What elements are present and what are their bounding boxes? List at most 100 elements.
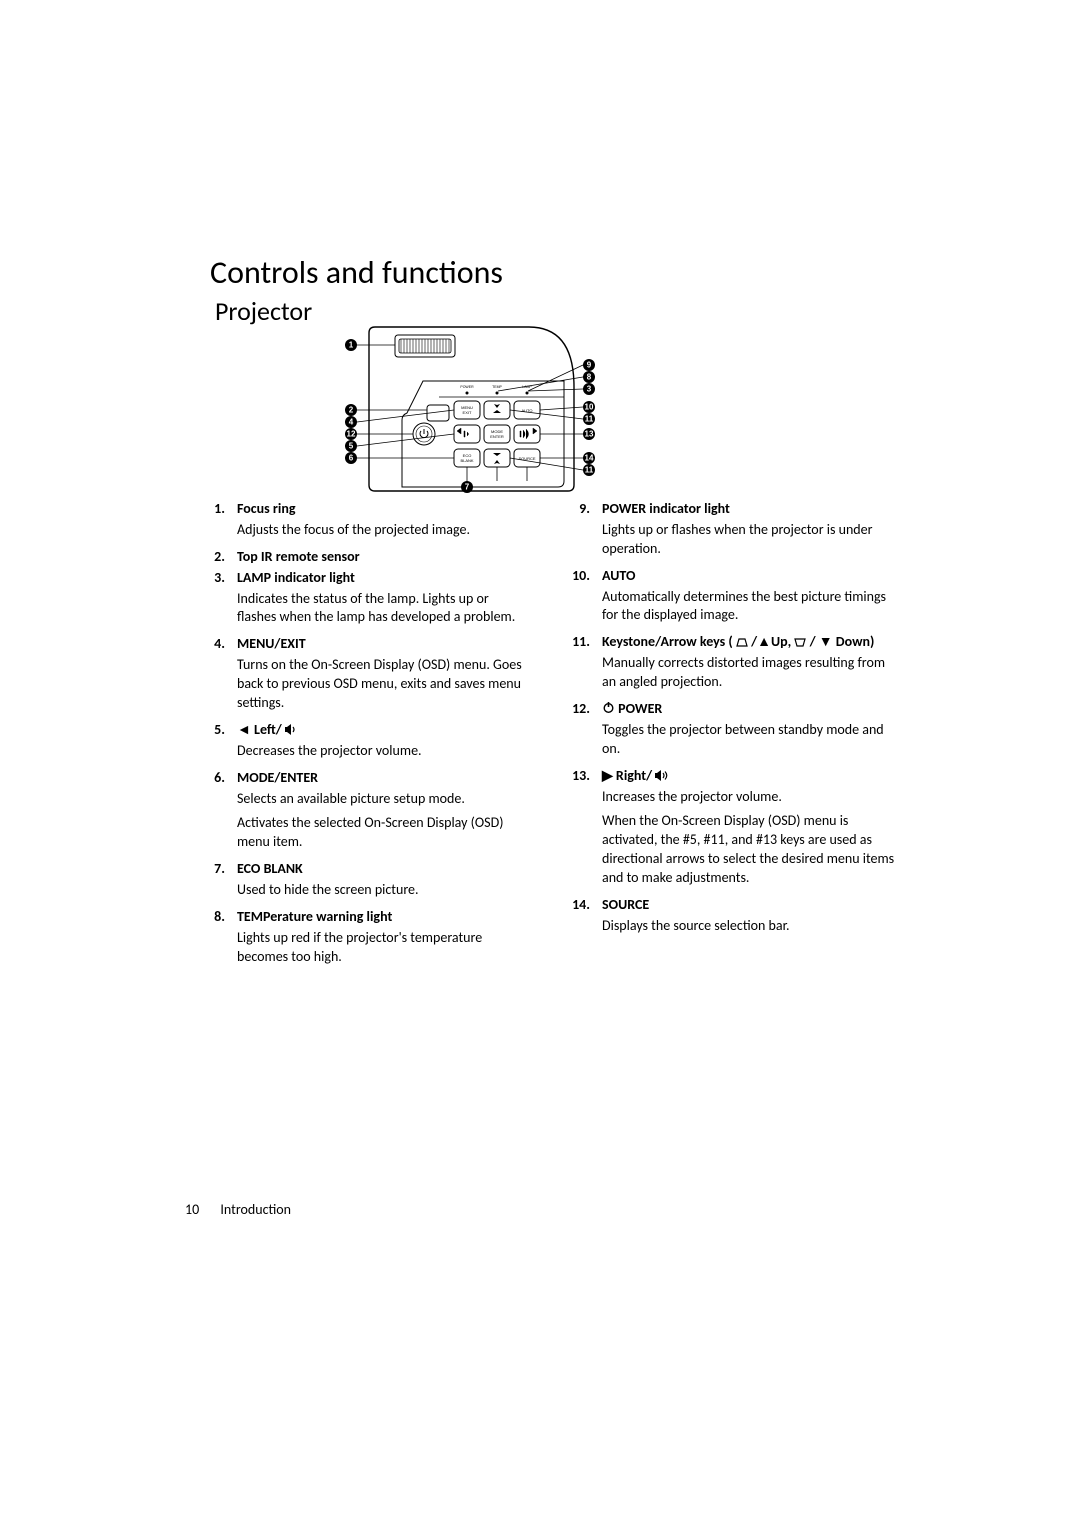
- item-heading: TEMPerature warning light: [237, 908, 530, 927]
- item-content: LAMP indicator light Indicates the status…: [237, 569, 530, 634]
- item-desc: Increases the projector volume.: [602, 788, 895, 807]
- item-number: 2.: [195, 548, 237, 567]
- item-heading: LAMP indicator light: [237, 569, 530, 588]
- item-content: MODE/ENTER Selects an available picture s…: [237, 769, 530, 859]
- item-desc: Selects an available picture setup mode.: [237, 790, 530, 809]
- svg-text:8: 8: [587, 373, 592, 382]
- callout-1: 1: [345, 339, 357, 351]
- svg-text:2: 2: [349, 406, 354, 415]
- callout-12: 12: [345, 428, 357, 440]
- item-content: SOURCEDisplays the source selection bar.: [602, 896, 895, 942]
- list-item: 4.MENU/EXITTurns on the On-Screen Displa…: [195, 635, 530, 719]
- item-heading: ▶ Right/: [602, 767, 895, 786]
- indicator-temp-label: TEMP: [492, 385, 502, 389]
- section-title: Controls and functions: [210, 253, 503, 292]
- item-number: 10.: [560, 567, 602, 632]
- svg-text:3: 3: [587, 385, 592, 394]
- callout-7: 7: [461, 481, 473, 493]
- svg-text:10: 10: [585, 403, 594, 412]
- item-content: Keystone/Arrow keys ( /▲Up, / ▼ Down) Man…: [602, 633, 895, 698]
- item-number: 8.: [195, 908, 237, 973]
- list-item: 3.LAMP indicator light Indicates the stat…: [195, 569, 530, 634]
- item-number: 3.: [195, 569, 237, 634]
- item-desc: Lights up red if the projector's tempera…: [237, 929, 530, 967]
- callout-3: 3: [583, 383, 595, 395]
- section-subtitle: Projector: [215, 295, 312, 327]
- callout-8: 8: [583, 371, 595, 383]
- item-desc: Decreases the projector volume.: [237, 742, 530, 761]
- right-column: 9.POWER indicator light Lights up or flas…: [560, 500, 895, 975]
- list-item: 2.Top IR remote sensor: [195, 548, 530, 567]
- item-content: Top IR remote sensor: [237, 548, 530, 567]
- item-number: 4.: [195, 635, 237, 719]
- svg-text:7: 7: [465, 483, 470, 492]
- item-heading: Keystone/Arrow keys ( /▲Up, / ▼ Down): [602, 633, 895, 652]
- item-content: ▶ Right/ Increases the projector volume.…: [602, 767, 895, 894]
- item-content: ◄ Left/ Decreases the projector volume.: [237, 721, 530, 767]
- item-heading: Focus ring: [237, 500, 530, 519]
- item-number: 13.: [560, 767, 602, 894]
- item-number: 14.: [560, 896, 602, 942]
- svg-text:11: 11: [585, 466, 594, 475]
- callout-6: 6: [345, 452, 357, 464]
- item-number: 5.: [195, 721, 237, 767]
- item-desc: Toggles the projector between standby mo…: [602, 721, 895, 759]
- item-desc: Automatically determines the best pictur…: [602, 588, 895, 626]
- list-item: 10.AUTOAutomatically determines the best…: [560, 567, 895, 632]
- item-content: POWER Toggles the projector between stand…: [602, 700, 895, 765]
- item-content: POWER indicator light Lights up or flashe…: [602, 500, 895, 565]
- callout-13: 13: [583, 428, 595, 440]
- item-desc: Used to hide the screen picture.: [237, 881, 530, 900]
- list-item: 13.▶ Right/ Increases the projector volu…: [560, 767, 895, 894]
- list-item: 8.TEMPerature warning light Lights up red…: [195, 908, 530, 973]
- callout-4: 4: [345, 416, 357, 428]
- item-desc: Turns on the On-Screen Display (OSD) men…: [237, 656, 530, 713]
- item-desc: Activates the selected On-Screen Display…: [237, 814, 530, 852]
- svg-text:1: 1: [349, 341, 354, 350]
- callout-5: 5: [345, 440, 357, 452]
- svg-text:9: 9: [587, 361, 592, 370]
- item-number: 12.: [560, 700, 602, 765]
- svg-text:BLANK: BLANK: [460, 458, 473, 463]
- callout-14: 14: [583, 452, 595, 464]
- item-number: 11.: [560, 633, 602, 698]
- callout-9: 9: [583, 359, 595, 371]
- projector-diagram: POWER TEMP LAMP MENU EXIT AUTO MODE ENTE…: [339, 325, 599, 493]
- footer-section-name: Introduction: [220, 1201, 291, 1218]
- item-heading: POWER: [602, 700, 895, 719]
- indicator-power-label: POWER: [460, 385, 474, 389]
- item-desc: Displays the source selection bar.: [602, 917, 895, 936]
- callout-2: 2: [345, 404, 357, 416]
- item-heading: ◄ Left/: [237, 721, 530, 740]
- btn-source-label: SOURCE: [518, 456, 535, 461]
- item-heading: ECO BLANK: [237, 860, 530, 879]
- item-content: Focus ring Adjusts the focus of the proje…: [237, 500, 530, 546]
- callout-11a: 11: [583, 413, 595, 425]
- list-item: 9.POWER indicator light Lights up or flas…: [560, 500, 895, 565]
- page-footer: 10 Introduction: [185, 1201, 291, 1218]
- left-column: 1.Focus ring Adjusts the focus of the pro…: [195, 500, 530, 975]
- item-desc: Indicates the status of the lamp. Lights…: [237, 590, 530, 628]
- item-desc: Lights up or flashes when the projector …: [602, 521, 895, 559]
- item-number: 6.: [195, 769, 237, 859]
- item-content: ECO BLANK Used to hide the screen picture…: [237, 860, 530, 906]
- list-item: 11.Keystone/Arrow keys ( /▲Up, / ▼ Down)…: [560, 633, 895, 698]
- item-content: TEMPerature warning light Lights up red i…: [237, 908, 530, 973]
- svg-text:13: 13: [585, 430, 594, 439]
- list-item: 12. POWER Toggles the projector between s…: [560, 700, 895, 765]
- svg-text:4: 4: [349, 418, 354, 427]
- item-heading: Top IR remote sensor: [237, 548, 530, 567]
- item-desc: Adjusts the focus of the projected image…: [237, 521, 530, 540]
- item-heading: MODE/ENTER: [237, 769, 530, 788]
- item-desc: Manually corrects distorted images resul…: [602, 654, 895, 692]
- list-item: 6.MODE/ENTER Selects an available picture…: [195, 769, 530, 859]
- svg-text:14: 14: [585, 454, 594, 463]
- item-number: 9.: [560, 500, 602, 565]
- list-item: 7.ECO BLANKUsed to hide the screen pictu…: [195, 860, 530, 906]
- footer-page-number: 10: [185, 1201, 199, 1218]
- svg-text:ENTER: ENTER: [490, 434, 504, 439]
- item-number: 1.: [195, 500, 237, 546]
- item-heading: POWER indicator light: [602, 500, 895, 519]
- callout-10: 10: [583, 401, 595, 413]
- list-item: 14.SOURCEDisplays the source selection b…: [560, 896, 895, 942]
